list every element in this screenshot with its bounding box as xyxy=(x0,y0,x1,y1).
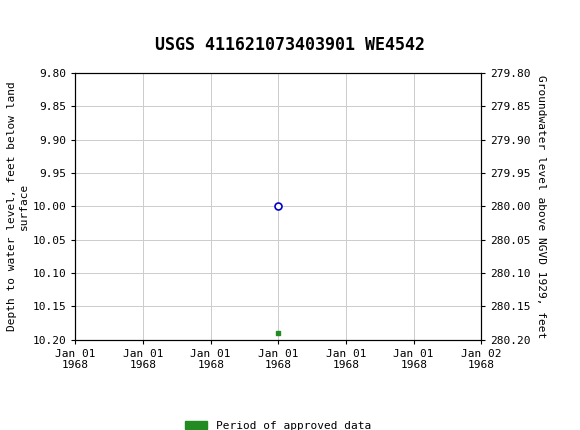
Y-axis label: Groundwater level above NGVD 1929, feet: Groundwater level above NGVD 1929, feet xyxy=(536,75,546,338)
Legend: Period of approved data: Period of approved data xyxy=(181,416,376,430)
Text: USGS: USGS xyxy=(49,7,104,25)
Y-axis label: Depth to water level, feet below land
surface: Depth to water level, feet below land su… xyxy=(7,82,28,331)
Text: USGS 411621073403901 WE4542: USGS 411621073403901 WE4542 xyxy=(155,36,425,54)
